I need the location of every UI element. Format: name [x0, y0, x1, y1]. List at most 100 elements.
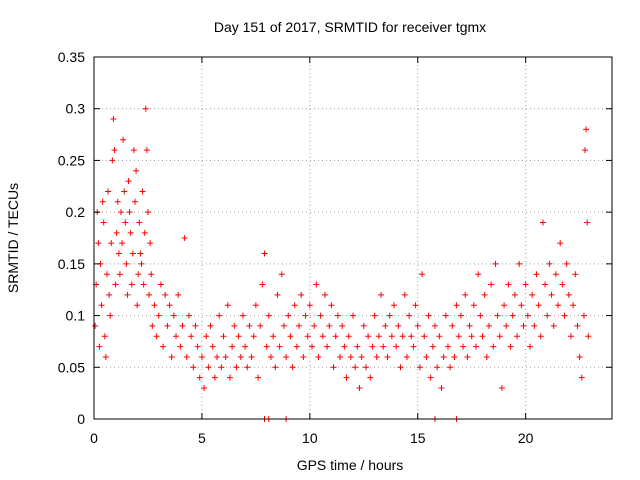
y-axis-label: SRMTID / TECUs	[5, 183, 21, 293]
data-point	[257, 322, 264, 329]
data-point	[421, 333, 428, 340]
x-axis-label: GPS time / hours	[297, 457, 404, 473]
data-point	[529, 291, 536, 298]
data-point	[143, 147, 150, 154]
data-point	[140, 281, 147, 288]
data-point	[105, 188, 112, 195]
data-point	[146, 291, 153, 298]
data-point	[177, 343, 184, 350]
data-point	[160, 343, 167, 350]
data-point	[563, 260, 570, 267]
data-point	[429, 343, 436, 350]
data-point	[378, 291, 385, 298]
data-point	[468, 333, 475, 340]
data-point	[287, 333, 294, 340]
data-point	[242, 343, 249, 350]
data-point	[358, 353, 365, 360]
chart-title: Day 151 of 2017, SRMTID for receiver tgm…	[214, 19, 486, 35]
data-point	[315, 353, 322, 360]
data-point	[272, 364, 279, 371]
data-point	[423, 353, 430, 360]
data-point	[434, 364, 441, 371]
data-point	[406, 312, 413, 319]
data-point	[157, 281, 164, 288]
data-point	[414, 322, 421, 329]
data-point	[548, 291, 555, 298]
data-point	[449, 322, 456, 329]
data-point	[147, 240, 154, 247]
data-point	[211, 374, 218, 381]
data-point	[120, 136, 127, 143]
data-point	[308, 343, 315, 350]
data-point	[481, 291, 488, 298]
data-point	[194, 343, 201, 350]
data-point	[136, 219, 143, 226]
data-point	[130, 147, 137, 154]
data-point	[479, 333, 486, 340]
data-point	[185, 312, 192, 319]
data-points	[92, 105, 592, 422]
data-point	[477, 312, 484, 319]
data-point	[139, 188, 146, 195]
data-point	[330, 364, 337, 371]
data-point	[574, 322, 581, 329]
data-point	[475, 271, 482, 278]
data-point	[125, 178, 132, 185]
data-point	[533, 271, 540, 278]
data-point	[505, 281, 512, 288]
data-point	[438, 384, 445, 391]
data-point	[224, 302, 231, 309]
data-point	[306, 302, 313, 309]
data-point	[524, 312, 531, 319]
data-point	[109, 157, 116, 164]
data-point	[304, 333, 311, 340]
data-point	[328, 302, 335, 309]
data-point	[170, 312, 177, 319]
x-tick-label: 0	[90, 430, 98, 446]
y-tick-label: 0.05	[58, 359, 85, 375]
data-point	[183, 353, 190, 360]
data-point	[436, 333, 443, 340]
data-point	[453, 302, 460, 309]
data-point	[259, 281, 266, 288]
data-point	[222, 353, 229, 360]
data-point	[129, 250, 136, 257]
x-tick-label: 15	[410, 430, 426, 446]
data-point	[416, 364, 423, 371]
data-point	[123, 260, 130, 267]
data-point	[371, 312, 378, 319]
data-point	[141, 229, 148, 236]
data-point	[470, 302, 477, 309]
data-point	[149, 322, 156, 329]
data-point	[233, 364, 240, 371]
data-point	[427, 374, 434, 381]
data-point	[419, 271, 426, 278]
data-point	[410, 343, 417, 350]
data-point	[442, 312, 449, 319]
data-point	[127, 229, 134, 236]
data-point	[102, 353, 109, 360]
data-point	[291, 302, 298, 309]
data-point	[296, 322, 303, 329]
data-point	[572, 271, 579, 278]
data-point	[92, 322, 99, 329]
data-point	[135, 271, 142, 278]
data-point	[584, 219, 591, 226]
data-point	[207, 322, 214, 329]
data-point	[401, 291, 408, 298]
data-point	[535, 302, 542, 309]
data-point	[148, 271, 155, 278]
data-point	[567, 333, 574, 340]
data-point	[138, 260, 145, 267]
data-point	[231, 322, 238, 329]
x-tick-label: 5	[198, 430, 206, 446]
data-point	[99, 198, 106, 205]
data-point	[235, 333, 242, 340]
data-point	[565, 291, 572, 298]
data-point	[537, 333, 544, 340]
data-point	[311, 322, 318, 329]
data-point	[164, 322, 171, 329]
data-point	[503, 322, 510, 329]
data-point	[496, 333, 503, 340]
